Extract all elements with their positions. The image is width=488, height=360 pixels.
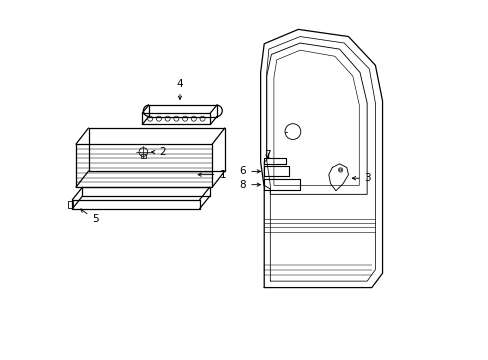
- Text: 7: 7: [264, 150, 270, 160]
- Text: 3: 3: [351, 173, 370, 183]
- Text: 4: 4: [176, 79, 183, 99]
- Bar: [140, 154, 146, 158]
- Text: 6: 6: [239, 166, 260, 176]
- Bar: [68, 201, 73, 208]
- Text: 5: 5: [81, 209, 99, 224]
- Text: 1: 1: [198, 170, 225, 180]
- Text: 8: 8: [239, 180, 260, 190]
- Text: 2: 2: [151, 147, 166, 157]
